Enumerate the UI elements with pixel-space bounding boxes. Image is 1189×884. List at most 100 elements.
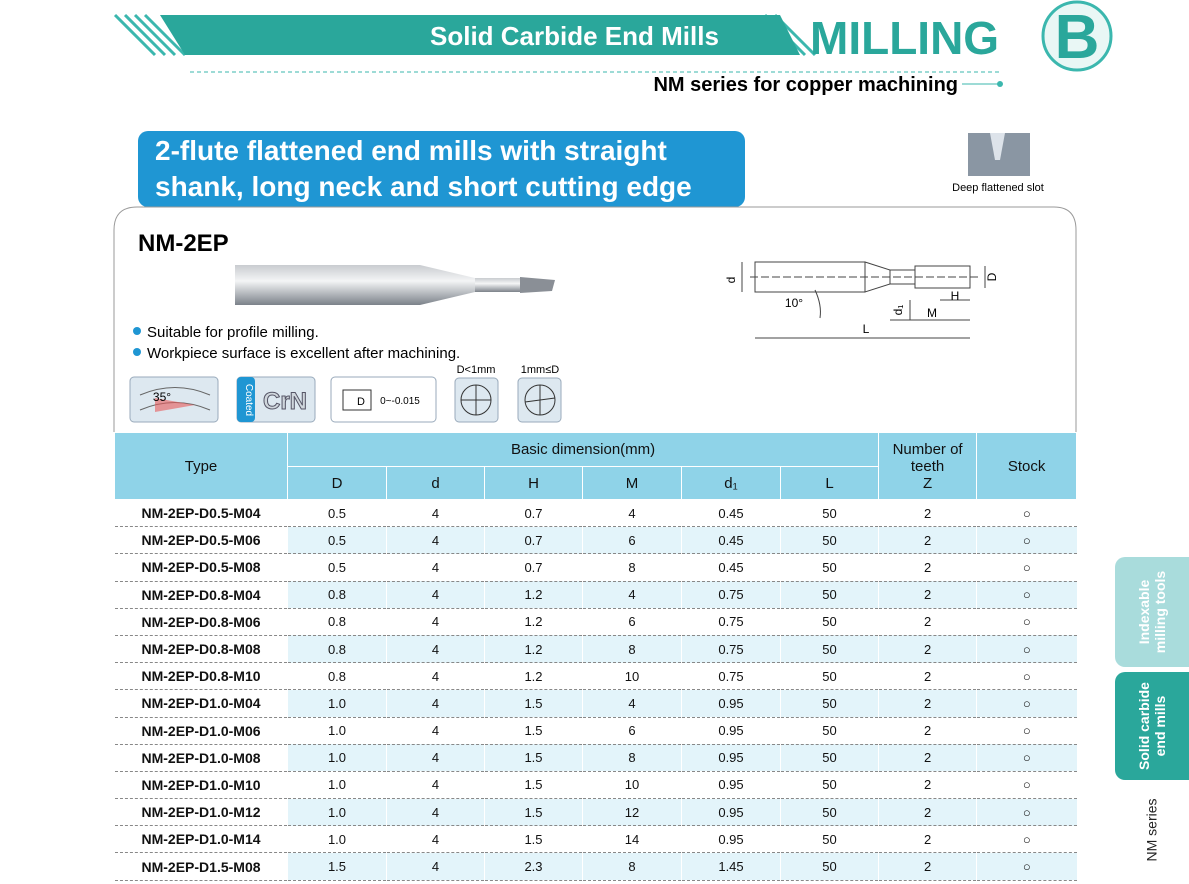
letter-circle bbox=[1041, 0, 1113, 72]
dim-label: 10° bbox=[785, 296, 803, 310]
cell: 0.8 bbox=[287, 662, 387, 691]
type-cell: NM-2EP-D1.0-M04 bbox=[114, 689, 288, 718]
cell: 1.45 bbox=[681, 852, 781, 881]
cell: 50 bbox=[779, 553, 879, 582]
cell: 2 bbox=[878, 608, 977, 636]
table-row: NM-2EP-D0.5-M06 0.5 4 0.7 6 0.45 50 2 ○ bbox=[114, 526, 1077, 555]
icon-helix bbox=[129, 376, 219, 423]
tab-line: Indexable bbox=[1136, 579, 1153, 645]
cell: 2 bbox=[878, 689, 977, 718]
cell: ○ bbox=[976, 581, 1077, 609]
cell: 50 bbox=[779, 717, 879, 745]
cell: 50 bbox=[779, 852, 879, 881]
cell: 50 bbox=[779, 771, 879, 800]
bullet bbox=[133, 348, 141, 356]
helix-mark bbox=[155, 398, 195, 412]
header-cell: D bbox=[287, 466, 387, 500]
side-tab[interactable]: NM series bbox=[1115, 785, 1189, 875]
cell: 0.95 bbox=[681, 717, 781, 745]
cell: 1.5 bbox=[484, 771, 583, 800]
icon-text: CrN bbox=[263, 388, 307, 415]
cell: 1.5 bbox=[484, 717, 583, 745]
cell: 8 bbox=[582, 852, 682, 881]
cell: 50 bbox=[779, 798, 879, 827]
dim-label: d bbox=[724, 277, 738, 284]
tool-drawing bbox=[741, 261, 986, 339]
cell: 1.2 bbox=[484, 581, 583, 609]
table-row: NM-2EP-D1.5-M08 1.5 4 2.3 8 1.45 50 2 ○ bbox=[114, 852, 1077, 881]
cell: 50 bbox=[779, 744, 879, 772]
type-cell: NM-2EP-D0.5-M08 bbox=[114, 553, 288, 582]
tool-shank bbox=[235, 265, 420, 305]
banner bbox=[138, 131, 745, 207]
banner-line: 2-flute flattened end mills with straigh… bbox=[155, 135, 667, 166]
type-cell: NM-2EP-D1.0-M06 bbox=[114, 717, 288, 745]
side-tab[interactable]: Solid carbide end mills bbox=[1115, 672, 1189, 780]
cell: 10 bbox=[582, 771, 682, 800]
header-cell: L bbox=[779, 466, 880, 500]
cell: 1.0 bbox=[287, 798, 387, 827]
cell: 2 bbox=[878, 526, 977, 555]
type-cell: NM-2EP-D0.8-M06 bbox=[114, 608, 288, 636]
cell: 1.0 bbox=[287, 689, 387, 718]
header-title: Solid Carbide End Mills bbox=[430, 21, 719, 51]
cell: 0.95 bbox=[681, 689, 781, 718]
cell: 50 bbox=[779, 689, 879, 718]
table-row: NM-2EP-D1.0-M14 1.0 4 1.5 14 0.95 50 2 ○ bbox=[114, 825, 1077, 854]
cell: 4 bbox=[386, 499, 485, 528]
cell: 50 bbox=[779, 635, 879, 664]
type-cell: NM-2EP-D0.5-M04 bbox=[114, 499, 288, 528]
tab-line: milling tools bbox=[1152, 570, 1169, 654]
cell: 0.95 bbox=[681, 798, 781, 827]
table-row: NM-2EP-D1.0-M04 1.0 4 1.5 4 0.95 50 2 ○ bbox=[114, 689, 1077, 718]
cell: 2 bbox=[878, 717, 977, 745]
cell: ○ bbox=[976, 798, 1077, 827]
cell: ○ bbox=[976, 635, 1077, 664]
table-row: NM-2EP-D1.0-M12 1.0 4 1.5 12 0.95 50 2 ○ bbox=[114, 798, 1077, 827]
cell: 8 bbox=[582, 744, 682, 772]
cell: ○ bbox=[976, 771, 1077, 800]
dim-label: d₁ bbox=[891, 305, 905, 316]
side-tab[interactable]: Indexable milling tools bbox=[1115, 557, 1189, 667]
tool-head bbox=[520, 277, 555, 293]
cell: 4 bbox=[386, 825, 485, 854]
cell: 0.8 bbox=[287, 635, 387, 664]
cell: 0.7 bbox=[484, 499, 583, 528]
panel bbox=[113, 206, 1077, 432]
cell: 4 bbox=[386, 526, 485, 555]
sub-dot bbox=[997, 81, 1003, 87]
cell: 0.5 bbox=[287, 553, 387, 582]
table-row: NM-2EP-D0.5-M08 0.5 4 0.7 8 0.45 50 2 ○ bbox=[114, 553, 1077, 582]
cell: ○ bbox=[976, 852, 1077, 881]
header-text: Number of teeth bbox=[892, 440, 963, 475]
tip-icons bbox=[460, 384, 556, 416]
tolerance-box bbox=[342, 389, 372, 411]
section-letter: B bbox=[1055, 3, 1100, 72]
cell: 0.95 bbox=[681, 744, 781, 772]
cell: 8 bbox=[582, 553, 682, 582]
icon-tolerance bbox=[330, 376, 437, 423]
header-cell: Stock bbox=[976, 432, 1078, 500]
dim-label: D bbox=[985, 272, 999, 281]
cell: 0.75 bbox=[681, 635, 781, 664]
type-cell: NM-2EP-D0.8-M04 bbox=[114, 581, 288, 609]
tab-line: end mills bbox=[1152, 695, 1169, 757]
table-row: NM-2EP-D0.8-M08 0.8 4 1.2 8 0.75 50 2 ○ bbox=[114, 635, 1077, 664]
cell: 0.7 bbox=[484, 526, 583, 555]
subtitle: NM series for copper machining bbox=[653, 74, 958, 96]
cell: 0.45 bbox=[681, 526, 781, 555]
type-cell: NM-2EP-D0.8-M10 bbox=[114, 662, 288, 691]
cell: 2 bbox=[878, 798, 977, 827]
cell: 4 bbox=[386, 717, 485, 745]
cell: 1.0 bbox=[287, 771, 387, 800]
cell: 6 bbox=[582, 608, 682, 636]
cell: 50 bbox=[779, 662, 879, 691]
icon-text: 0~-0.015 bbox=[380, 396, 420, 407]
cell: 8 bbox=[582, 635, 682, 664]
cell: 4 bbox=[386, 798, 485, 827]
cell: 50 bbox=[779, 608, 879, 636]
header-cell: Number of teeth Z bbox=[878, 432, 978, 500]
cell: 1.5 bbox=[287, 852, 387, 881]
cell: 0.5 bbox=[287, 526, 387, 555]
